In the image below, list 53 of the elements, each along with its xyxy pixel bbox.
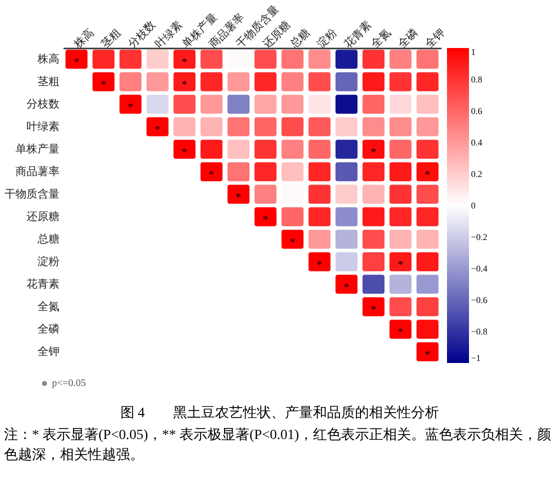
x-tick-label: 茎粗 — [98, 26, 124, 51]
data-label: * — [182, 78, 188, 91]
data-label: * — [290, 236, 296, 248]
data-label: * — [424, 168, 430, 181]
y-tick-label: 总糖 — [36, 232, 60, 246]
data-label: * — [182, 146, 188, 158]
data-label: * — [398, 258, 404, 271]
color-bar-label: −0.2 — [471, 232, 488, 242]
color-bar-label: −0.6 — [471, 295, 488, 305]
y-tick-label: 单株产量 — [16, 142, 60, 156]
data-label: * — [424, 348, 430, 361]
data-label: * — [236, 191, 242, 204]
x-tick-label: 淀粉 — [314, 26, 340, 51]
x-tick-label: 全氮 — [369, 26, 394, 51]
y-tick-label: 全磷 — [38, 322, 60, 336]
y-tick-label: 花青素 — [26, 277, 60, 290]
color-bar-label: 0.6 — [471, 106, 483, 116]
data-label: * — [208, 168, 214, 181]
y-tick-label: 全氮 — [38, 300, 60, 313]
x-tick-label: 全磷 — [396, 26, 420, 51]
color-bar-label: −0.4 — [471, 264, 488, 274]
x-tick-label: 株高 — [70, 26, 96, 52]
data-label: * — [344, 281, 350, 294]
data-label: * — [154, 124, 160, 136]
color-bar-label: −1 — [471, 353, 481, 363]
text: 图 4 黑土豆农艺性状、产量和品质的相关性分析 — [119, 404, 440, 422]
y-tick-label: 淀粉 — [38, 254, 60, 268]
data-label: * — [262, 214, 268, 226]
data-label: * — [316, 258, 322, 271]
y-tick-label: 全钾 — [38, 346, 60, 358]
y-tick-label: 茎粗 — [38, 74, 60, 88]
y-tick-label: 还原糖 — [26, 210, 60, 223]
data-label: * — [370, 304, 376, 316]
data-label: * — [182, 56, 188, 68]
color-bar-label: −0.8 — [471, 326, 488, 336]
x-tick-label: 全钾 — [423, 26, 448, 51]
data-label: * — [128, 101, 134, 114]
color-bar-label: 0.8 — [471, 74, 483, 84]
y-tick-label: 叶绿素 — [26, 120, 60, 133]
color-bar-label: 0 — [471, 200, 476, 210]
text: p<=0.05 — [52, 378, 86, 389]
y-tick-label: 干物质含量 — [4, 187, 60, 200]
y-tick-label: 株高 — [36, 52, 60, 66]
color-bar-label: 0.4 — [471, 138, 483, 148]
data-label: * — [398, 326, 404, 338]
color-bar-label: 0.2 — [471, 169, 482, 179]
color-bar-label: 1 — [471, 47, 476, 57]
y-tick-label: 分枝数 — [26, 98, 60, 110]
data-label: * — [370, 146, 376, 158]
data-label: * — [74, 56, 80, 68]
y-tick-label: 商品薯率 — [16, 164, 60, 178]
text: 注：* 表示显著(P<0.05)，** 表示极显著(P<0.01)，红色表示正相关。蓝色表示负相关，颜色越深，相关性越强。 — [3, 426, 552, 465]
data-label: * — [100, 78, 106, 91]
